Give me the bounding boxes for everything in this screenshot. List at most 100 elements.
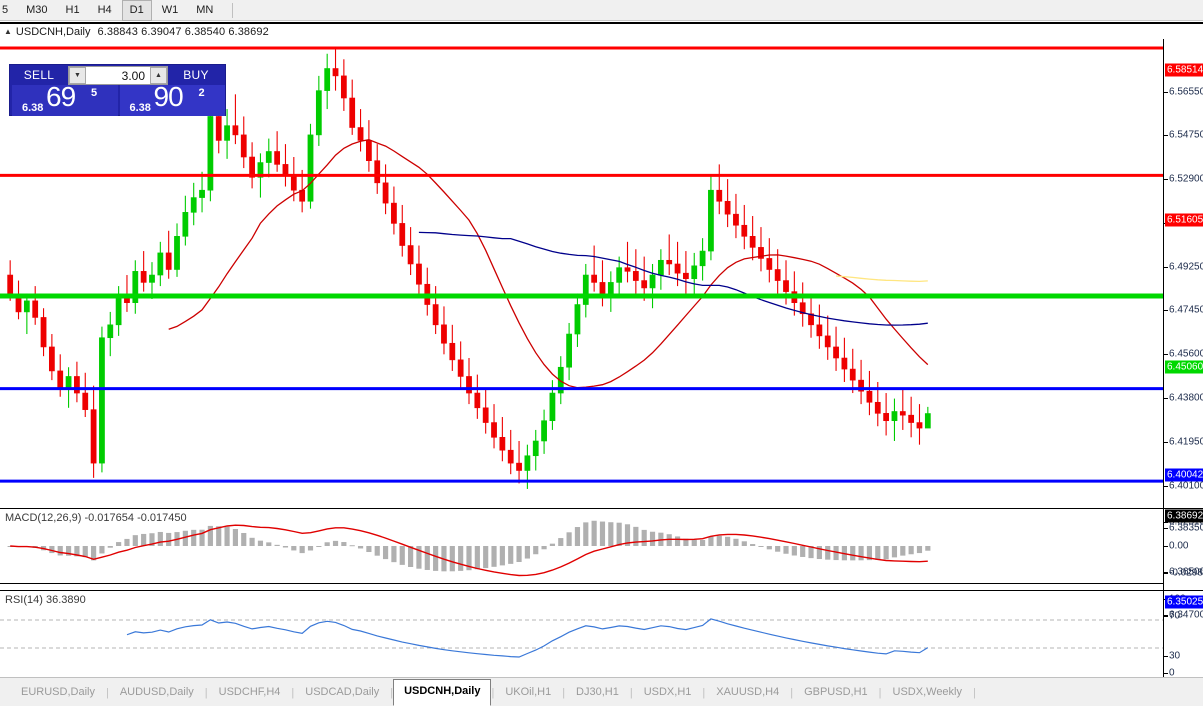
timeframe-button-mn[interactable]: MN [196, 3, 214, 16]
tab-divider: | [291, 687, 295, 699]
price-scale-label: 6.47450 [1169, 304, 1203, 316]
chart-symbol-label: USDCNH,Daily [15, 25, 91, 38]
scale-tick [1164, 615, 1168, 616]
scale-divider [1164, 508, 1203, 509]
scale-tick [1164, 656, 1168, 657]
price-level-badge[interactable]: 6.40042 [1165, 468, 1203, 482]
scale-tick [1164, 135, 1168, 136]
scale-tick [1164, 528, 1168, 529]
price-scale-label: 6.38350 [1169, 522, 1203, 534]
timeframe-button-w1[interactable]: W1 [161, 3, 179, 16]
rsi-chart-svg [0, 618, 1163, 658]
price-scale-label: -0.02988 [1169, 567, 1203, 579]
price-scale-label: 6.34700 [1169, 609, 1203, 621]
scale-tick [1164, 179, 1168, 180]
scale-tick [1164, 267, 1168, 268]
sell-price-quote[interactable]: 6.38 69 5 [12, 85, 118, 116]
tab-divider: | [562, 687, 566, 699]
chart-tab-usdchf-h4[interactable]: USDCHF,H4 [218, 686, 281, 698]
chart-tab-usdx-weekly[interactable]: USDX,Weekly [892, 686, 962, 698]
price-scale-label: 6.52900 [1169, 173, 1203, 185]
scale-tick [1164, 92, 1168, 93]
chart-tab-audusd-daily[interactable]: AUDUSD,Daily [119, 686, 194, 698]
scale-tick [1164, 522, 1168, 523]
scale-tick [1164, 616, 1168, 617]
price-level-badge[interactable]: 6.35025 [1165, 595, 1203, 609]
buy-price-prefix: 6.38 [129, 102, 151, 114]
chart-tab-dj30-h1[interactable]: DJ30,H1 [576, 686, 619, 698]
macd-signal-line [10, 524, 928, 577]
scale-tick [1164, 546, 1168, 547]
macd-histogram [7, 520, 931, 572]
sell-price-pipette: 5 [91, 87, 98, 99]
chart-tab-usdx-h1[interactable]: USDX,H1 [643, 686, 692, 698]
tab-divider: | [491, 687, 495, 699]
trade-panel-quotes: 6.38 69 5 6.38 90 2 [10, 85, 225, 117]
price-level-badge[interactable]: 6.45060 [1165, 360, 1203, 374]
price-scale-label: 0 [1169, 667, 1175, 679]
price-level-badge[interactable]: 6.58514 [1165, 63, 1203, 77]
collapse-arrow-icon[interactable]: ▲ [4, 27, 12, 36]
horizontal-level-lines [0, 46, 1163, 483]
buy-price-pipette: 2 [198, 87, 205, 99]
price-scale-label: 6.56550 [1169, 86, 1203, 98]
price-pane[interactable] [0, 39, 1163, 500]
price-scale-label: 6.36500 [1169, 566, 1203, 578]
chart-tab-usdcnh-daily[interactable]: USDCNH,Daily [393, 679, 492, 706]
rsi-line [126, 618, 929, 658]
price-scale[interactable]: 6.565506.547506.529006.511006.492506.474… [1163, 39, 1203, 679]
chart-ohlc-values: 6.38843 6.39047 6.38540 6.38692 [97, 25, 269, 38]
chart-tab-usdcad-daily[interactable]: USDCAD,Daily [305, 686, 380, 698]
tab-divider: | [629, 687, 633, 699]
scale-tick [1164, 398, 1168, 399]
price-scale-label: 6.54750 [1169, 129, 1203, 141]
rsi-pane[interactable]: RSI(14) 36.3890 [0, 590, 1163, 678]
moving-average-lines [168, 139, 929, 389]
tab-divider: | [105, 687, 109, 699]
price-level-badge[interactable]: 6.51605 [1165, 213, 1203, 227]
chart-tab-xauusd-h4[interactable]: XAUUSD,H4 [716, 686, 780, 698]
toolbar-divider [232, 2, 234, 18]
trade-panel-controls: SELL ▼ 3.00 ▲ BUY [10, 65, 225, 85]
volume-stepper[interactable]: ▼ 3.00 ▲ [68, 66, 168, 85]
price-chart-svg [0, 46, 1163, 489]
price-level-badge[interactable]: 6.38692 [1165, 509, 1203, 523]
buy-price-quote[interactable]: 6.38 90 2 [119, 85, 225, 116]
chart-tab-ukoil-h1[interactable]: UKOil,H1 [505, 686, 552, 698]
scale-tick [1164, 573, 1168, 574]
tab-divider: | [702, 687, 706, 699]
price-scale-label: 6.40100 [1169, 480, 1203, 492]
price-scale-label: 70 [1169, 610, 1181, 622]
macd-pane[interactable]: MACD(12,26,9) -0.017654 -0.017450 [0, 508, 1163, 584]
price-scale-label: 6.43800 [1169, 392, 1203, 404]
scale-tick [1164, 310, 1168, 311]
timeframe-button-h4[interactable]: H4 [97, 3, 112, 16]
volume-input[interactable]: 3.00 [121, 68, 145, 83]
chart-tab-eurusd-daily[interactable]: EURUSD,Daily [21, 686, 95, 698]
one-click-trading-panel[interactable]: SELL ▼ 3.00 ▲ BUY 6.38 69 5 6.38 90 2 [9, 64, 226, 116]
volume-up-icon[interactable]: ▲ [150, 67, 167, 84]
timeframe-button-h1[interactable]: H1 [65, 3, 80, 16]
volume-down-icon[interactable]: ▼ [69, 67, 86, 84]
timeframe-toolbar: 5 M30 H1 H4 D1 W1 MN [0, 0, 1203, 21]
buy-button[interactable]: BUY [183, 68, 209, 82]
price-scale-label: 6.41950 [1169, 436, 1203, 448]
scale-tick [1164, 486, 1168, 487]
sell-button[interactable]: SELL [23, 68, 55, 82]
timeframe-button-d1[interactable]: D1 [121, 0, 152, 21]
scale-tick [1164, 354, 1168, 355]
price-scale-label: 30 [1169, 650, 1181, 662]
tab-divider: | [878, 687, 882, 699]
chart-tab-gbpusd-h1[interactable]: GBPUSD,H1 [804, 686, 868, 698]
chart-window: ▲ USDCNH,Daily 6.38843 6.39047 6.38540 6… [0, 22, 1203, 701]
price-scale-label: 6.49250 [1169, 261, 1203, 273]
scale-tick [1164, 572, 1168, 573]
chart-header: ▲ USDCNH,Daily 6.38843 6.39047 6.38540 6… [0, 24, 1203, 39]
chart-tab-bar: EURUSD,Daily | AUDUSD,Daily | USDCHF,H4 | USDC… [0, 677, 1203, 706]
timeframe-button-m5[interactable]: 5 [2, 3, 9, 16]
timeframe-button-m30[interactable]: M30 [26, 3, 48, 16]
tab-divider: | [973, 687, 976, 699]
scale-tick [1164, 673, 1168, 674]
scale-tick [1164, 442, 1168, 443]
